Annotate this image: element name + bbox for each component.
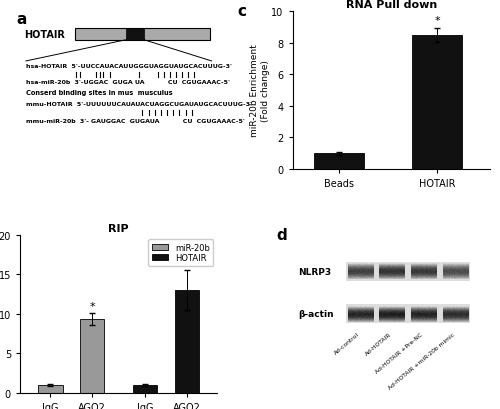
Title: RIP: RIP (108, 223, 129, 233)
Text: Conserd binding sites in mus  musculus: Conserd binding sites in mus musculus (26, 90, 172, 96)
Text: a: a (16, 12, 26, 27)
Title: RNA Pull down: RNA Pull down (346, 0, 437, 10)
Text: hsa-HOTAIR  5'-UUCCAUACAUUGGGUAGGUAUGCACUUUG-3': hsa-HOTAIR 5'-UUCCAUACAUUGGGUAGGUAUGCACU… (26, 64, 232, 69)
Text: β-actin: β-actin (298, 310, 334, 319)
Text: NLRP3: NLRP3 (298, 267, 332, 276)
Text: mmu-miR-20b  3'- GAUGGAC  GUGAUA           CU  CGUGAAAC-5': mmu-miR-20b 3'- GAUGGAC GUGAUA CU CGUGAA… (26, 119, 245, 124)
Text: *: * (434, 16, 440, 27)
Text: Ad-control: Ad-control (334, 331, 360, 355)
Bar (346, 262, 470, 281)
Text: mmu-HOTAIR  5'-UUUUUUCAUAUACUAGGCUGAUAUGCACUUUG-3': mmu-HOTAIR 5'-UUUUUUCAUAUACUAGGCUGAUAUGC… (26, 102, 252, 107)
Text: hsa-miR-20b  3'-UGGAC  GUGA UA           CU  CGUGAAAC-5': hsa-miR-20b 3'-UGGAC GUGA UA CU CGUGAAAC… (26, 80, 230, 85)
Text: *: * (90, 301, 95, 311)
Text: HOTAIR: HOTAIR (24, 30, 65, 40)
Text: c: c (237, 4, 246, 19)
Bar (175, 290, 200, 393)
Legend: miR-20b, HOTAIR: miR-20b, HOTAIR (148, 240, 214, 266)
Text: Ad-HOTAIR: Ad-HOTAIR (364, 331, 392, 356)
Bar (38, 385, 62, 393)
Text: Ad-HOTAIR +Pre-NC: Ad-HOTAIR +Pre-NC (375, 331, 424, 373)
Bar (133, 385, 158, 393)
Y-axis label: miR-20b Enrichment
(Fold change): miR-20b Enrichment (Fold change) (250, 45, 270, 137)
Bar (412, 36, 463, 169)
Bar (314, 154, 364, 169)
Bar (80, 319, 104, 393)
Bar (346, 305, 470, 324)
Bar (76, 29, 210, 40)
Bar (126, 29, 144, 40)
Text: d: d (276, 227, 287, 243)
Text: Ad-HOTAIR +miR-20b mimic: Ad-HOTAIR +miR-20b mimic (387, 331, 456, 390)
Text: *: * (184, 258, 190, 268)
